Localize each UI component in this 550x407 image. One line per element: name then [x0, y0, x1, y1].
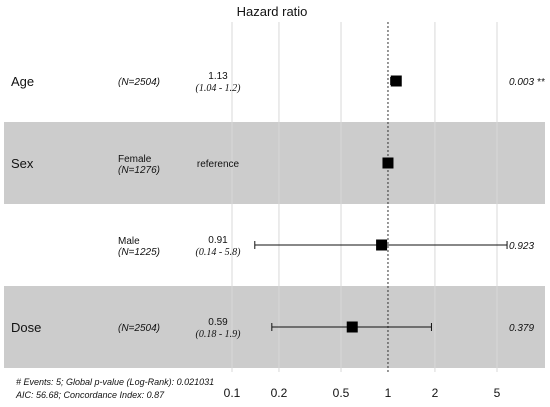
- variable-label: Sex: [11, 156, 34, 171]
- estimate-label: reference: [197, 159, 240, 170]
- ci-label: (1.04 - 1.2): [196, 83, 242, 94]
- p-value-label: 0.379: [509, 323, 534, 334]
- footer-line-2: AIC: 56.68; Concordance Index: 0.87: [15, 390, 165, 400]
- footer-line-1: # Events: 5; Global p-value (Log-Rank): …: [16, 377, 214, 387]
- tick-label: 2: [432, 386, 439, 400]
- x-axis-ticks: 0.1 0.2 0.5 1 2 5: [224, 386, 501, 400]
- hr-point: [346, 321, 358, 333]
- variable-label: Dose: [11, 320, 41, 335]
- n-label: (N=1276): [118, 165, 160, 176]
- tick-label: 0.1: [224, 386, 241, 400]
- rows-group: Age (N=2504) 1.13(1.04 - 1.2) 0.003 ** Sex Fe…: [11, 71, 546, 340]
- hr-point: [382, 157, 394, 169]
- p-value-label: 0.003 **: [509, 77, 546, 88]
- ci-label: (0.14 - 5.8): [196, 247, 242, 258]
- n-label: (N=2504): [118, 77, 160, 88]
- tick-label: 0.5: [333, 386, 350, 400]
- n-label: (N=2504): [118, 323, 160, 334]
- estimate-label: 0.59: [208, 317, 228, 328]
- variable-label: Age: [11, 74, 34, 89]
- n-label: (N=1225): [118, 247, 160, 258]
- hr-point: [376, 239, 388, 251]
- estimate-label: 0.91: [208, 235, 228, 246]
- row-band: [4, 122, 545, 204]
- row-3: Dose (N=2504) 0.59(0.18 - 1.9) 0.379: [11, 317, 534, 340]
- row-2: Male(N=1225) 0.91(0.14 - 5.8) 0.923: [118, 235, 534, 258]
- estimate-label: 1.13: [208, 71, 228, 82]
- level-label: Male: [118, 236, 140, 247]
- hr-point: [390, 75, 402, 87]
- row-1: Sex Female(N=1276) reference: [11, 154, 394, 176]
- p-value-label: 0.923: [509, 241, 534, 252]
- chart-title: Hazard ratio: [237, 4, 308, 19]
- row-0: Age (N=2504) 1.13(1.04 - 1.2) 0.003 **: [11, 71, 546, 94]
- grid-lines: [231, 22, 498, 372]
- ci-label: (0.18 - 1.9): [196, 329, 242, 340]
- tick-label: 1: [385, 386, 392, 400]
- level-label: Female: [118, 154, 152, 165]
- tick-label: 5: [494, 386, 501, 400]
- tick-label: 0.2: [271, 386, 288, 400]
